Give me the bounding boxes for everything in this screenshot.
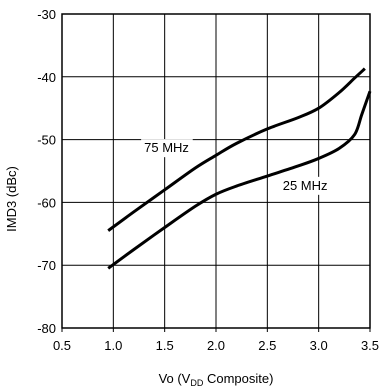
y-tick-label-3: -60 — [37, 195, 56, 210]
x-tick-label-3: 2.0 — [207, 338, 225, 353]
x-axis-label-main: Vo (V — [159, 371, 191, 386]
x-axis-label-rest: Composite) — [203, 371, 273, 386]
x-tick-label-2: 1.5 — [156, 338, 174, 353]
y-axis-ticks: -30 -40 -50 -60 -70 -80 — [37, 7, 56, 336]
grid — [61, 13, 371, 329]
y-tick-label-2: -50 — [37, 133, 56, 148]
y-tick-label-1: -40 — [37, 70, 56, 85]
x-tick-label-4: 2.5 — [258, 338, 276, 353]
series-lines — [107, 67, 372, 270]
x-tick-label-6: 3.5 — [361, 338, 379, 353]
x-tick-label-5: 3.0 — [310, 338, 328, 353]
y-tick-label-0: -30 — [37, 7, 56, 22]
x-tick-label-0: 0.5 — [53, 338, 71, 353]
series-annotations: 75 MHz 25 MHz — [141, 139, 332, 195]
series-line-25-mhz — [107, 90, 372, 270]
series-label-75-mhz: 75 MHz — [144, 140, 189, 155]
x-axis-label: Vo (VDD Composite) — [159, 371, 274, 388]
series-label-25-mhz: 25 MHz — [283, 178, 328, 193]
y-tick-label-5: -80 — [37, 321, 56, 336]
y-axis-label: IMD3 (dBc) — [4, 166, 19, 232]
series-line-75-mhz — [107, 67, 366, 232]
series-label-bg-25-mhz — [279, 176, 332, 195]
series-label-bg-75-mhz — [141, 139, 193, 158]
x-tick-label-1: 1.0 — [104, 338, 122, 353]
x-axis-ticks: 0.5 1.0 1.5 2.0 2.5 3.0 3.5 — [53, 328, 379, 353]
y-tick-label-4: -70 — [37, 258, 56, 273]
x-axis-label-subscript: DD — [190, 378, 203, 388]
